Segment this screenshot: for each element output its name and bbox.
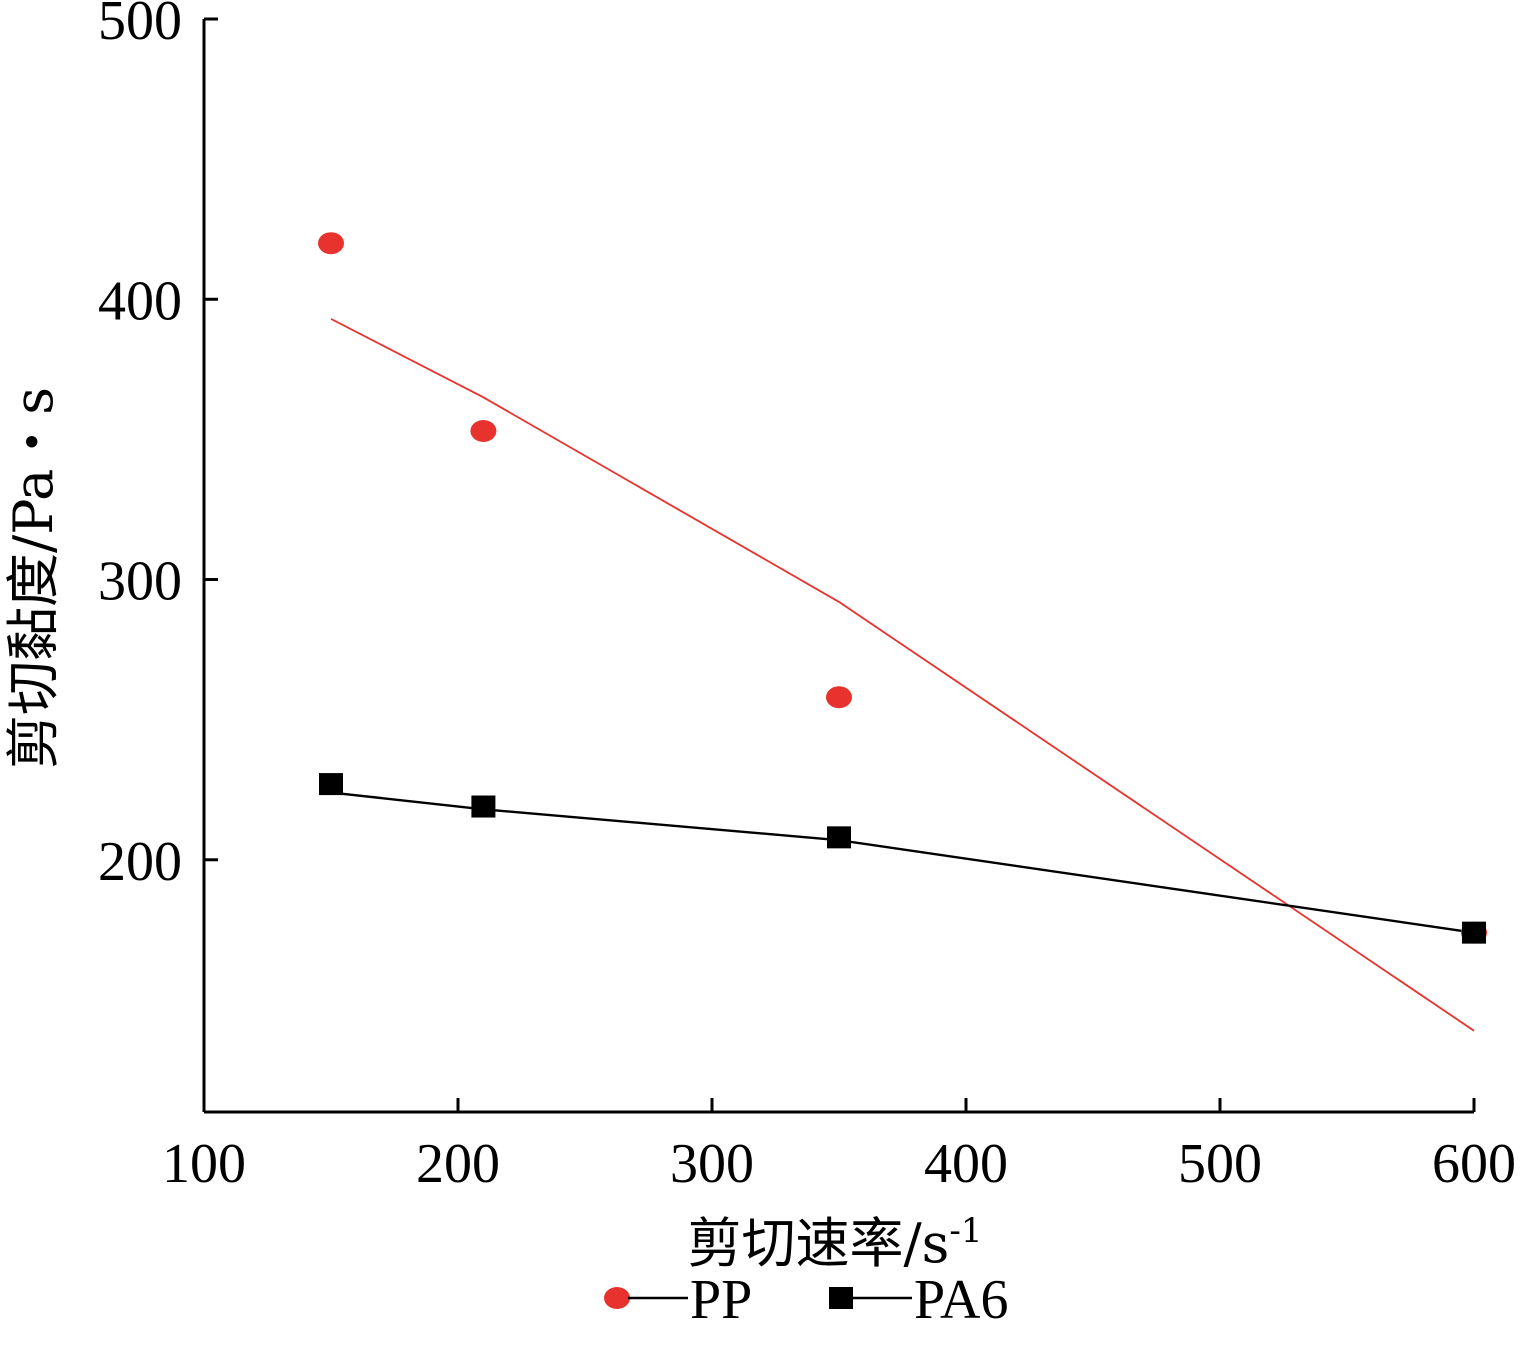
y-tick-label: 200: [98, 831, 182, 893]
legend-item-pp: PP: [604, 1269, 752, 1331]
data-point-pp: [470, 419, 497, 442]
data-point-pp: [826, 686, 852, 709]
x-tick-label: 200: [416, 1133, 500, 1195]
y-axis-title: 剪切黏度/Pa・s: [2, 387, 65, 769]
labels-group: 100 200 300 400 500 600 200 300 400 500: [98, 0, 1516, 1195]
markers-group: [318, 232, 1487, 944]
legend-marker-pp: [604, 1287, 630, 1309]
x-tick-label: 600: [1432, 1133, 1516, 1195]
axes-group: [202, 17, 1476, 1114]
data-point-pa6: [827, 826, 851, 849]
trend-line-pa6: [330, 791, 1475, 934]
x-tick-label: 100: [162, 1133, 246, 1195]
y-tick-label: 400: [98, 270, 182, 332]
trend-lines-group: [330, 318, 1475, 1032]
legend-label-pp: PP: [690, 1269, 752, 1331]
y-tick-label: 300: [98, 551, 182, 613]
legend-marker-pa6: [829, 1287, 853, 1309]
x-tick-label: 300: [670, 1133, 754, 1195]
legend-item-pa6: PA6: [829, 1269, 1008, 1331]
x-tick-label: 400: [924, 1133, 1008, 1195]
x-tick-label: 500: [1178, 1133, 1262, 1195]
data-point-pa6: [319, 773, 343, 796]
data-point-pa6: [471, 795, 496, 818]
x-axis-title: 剪切速率/s-1: [687, 1211, 982, 1275]
data-point-pp: [318, 232, 344, 255]
data-point-pa6: [1462, 921, 1486, 944]
legend: PP PA6: [604, 1269, 1008, 1331]
trend-line-pp: [330, 318, 1475, 1032]
y-tick-label: 500: [98, 0, 182, 52]
legend-label-pa6: PA6: [914, 1269, 1008, 1331]
